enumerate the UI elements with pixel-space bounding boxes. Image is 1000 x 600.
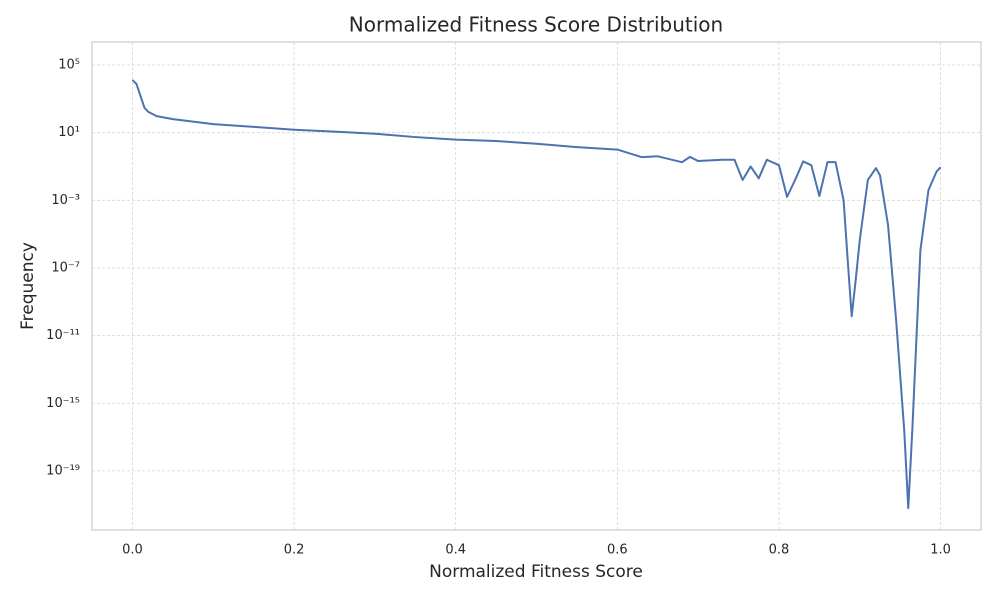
plot-frame	[91, 41, 982, 531]
x-tick-label: 0.4	[445, 543, 466, 558]
y-tick-label: 10⁻³	[51, 193, 80, 208]
chart-title: Normalized Fitness Score Distribution	[349, 13, 723, 37]
data-line	[131, 79, 942, 510]
x-tick-label: 0.2	[284, 543, 305, 558]
y-tick-label: 10⁻¹⁹	[46, 463, 80, 478]
x-axis-label: Normalized Fitness Score	[429, 562, 643, 582]
y-tick-label: 10⁻¹¹	[46, 328, 80, 343]
y-axis-label: Frequency	[18, 242, 38, 330]
y-tick-label: 10⁻⁷	[51, 260, 80, 275]
x-tick-label: 1.0	[930, 543, 951, 558]
x-tick-label: 0.6	[607, 543, 628, 558]
x-tick-label: 0.0	[122, 543, 143, 558]
y-tick-label: 10¹	[58, 125, 80, 140]
x-tick-label: 0.8	[769, 543, 790, 558]
y-tick-label: 10⁵	[58, 58, 80, 73]
y-tick-label: 10⁻¹⁵	[46, 396, 80, 411]
